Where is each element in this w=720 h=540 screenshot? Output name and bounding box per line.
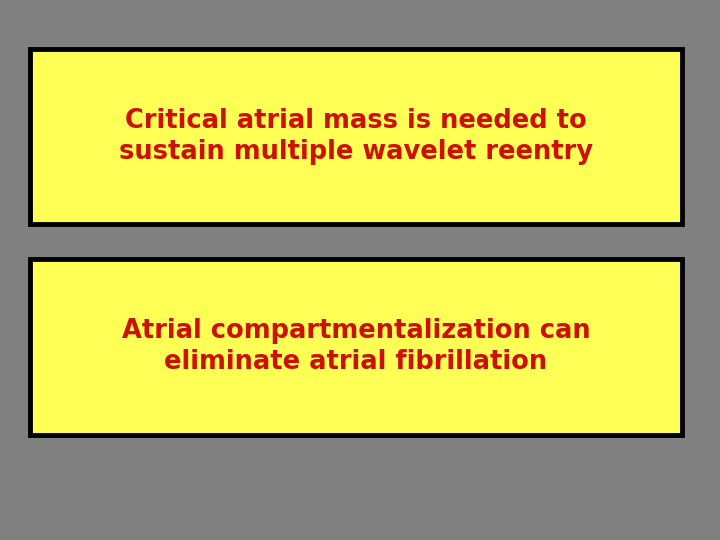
Bar [30, 259, 682, 435]
Text: Atrial compartmentalization can
eliminate atrial fibrillation: Atrial compartmentalization can eliminat… [122, 319, 590, 375]
Bar [30, 49, 682, 224]
Text: Critical atrial mass is needed to
sustain multiple wavelet reentry: Critical atrial mass is needed to sustai… [119, 108, 593, 165]
